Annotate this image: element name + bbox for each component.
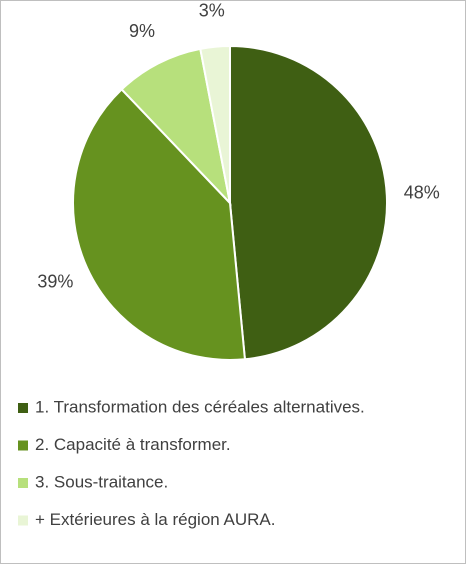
legend-swatch bbox=[18, 403, 28, 413]
legend-label: 3. Sous-traitance. bbox=[35, 472, 168, 491]
legend-label: + Extérieures à la région AURA. bbox=[35, 510, 275, 529]
data-label: 3% bbox=[199, 1, 225, 21]
pie-slice bbox=[199, 44, 231, 204]
data-label: 48% bbox=[404, 183, 440, 203]
legend-label: 2. Capacité à transformer. bbox=[35, 435, 231, 454]
legend-swatch bbox=[18, 515, 28, 526]
pie-slice bbox=[229, 44, 388, 361]
legend-swatch bbox=[18, 440, 28, 451]
legend-swatch bbox=[18, 478, 28, 488]
data-label: 9% bbox=[129, 21, 155, 41]
data-label: 39% bbox=[37, 272, 73, 292]
pie-slice bbox=[120, 47, 232, 207]
legend-label: 1. Transformation des céréales alternati… bbox=[35, 397, 365, 416]
pie-slice bbox=[72, 87, 247, 361]
